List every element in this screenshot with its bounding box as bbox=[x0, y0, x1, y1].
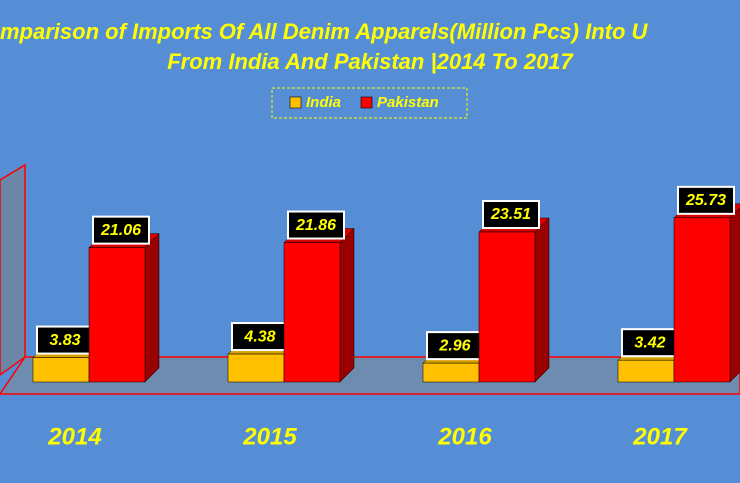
legend-label: India bbox=[306, 94, 341, 111]
bar bbox=[422, 362, 480, 383]
legend-box bbox=[271, 87, 468, 119]
x-tick-label: 2016 bbox=[437, 423, 492, 450]
value-label: 3.42 bbox=[634, 334, 665, 351]
bar bbox=[227, 353, 285, 383]
floor bbox=[0, 356, 740, 395]
value-label: 4.38 bbox=[243, 328, 275, 345]
value-label: 23.51 bbox=[490, 206, 531, 223]
chart-subtitle: From India And Pakistan |2014 To 2017 bbox=[167, 49, 574, 74]
value-label: 21.86 bbox=[295, 217, 336, 234]
legend-swatch bbox=[360, 96, 373, 109]
legend-swatch bbox=[289, 96, 302, 109]
value-label-box bbox=[677, 185, 735, 215]
legend-label: Pakistan bbox=[377, 94, 439, 111]
value-label: 2.96 bbox=[438, 337, 470, 354]
value-label-box bbox=[621, 328, 679, 358]
bar bbox=[673, 217, 731, 383]
bar-side bbox=[534, 217, 550, 383]
x-tick-label: 2015 bbox=[242, 423, 297, 450]
bar bbox=[88, 247, 146, 383]
x-tick-label: 2014 bbox=[47, 423, 101, 450]
value-label-box bbox=[287, 210, 345, 240]
value-label: 3.83 bbox=[49, 332, 80, 349]
bar bbox=[478, 231, 536, 383]
value-label-box bbox=[231, 322, 289, 352]
value-label: 21.06 bbox=[100, 222, 141, 239]
bar bbox=[283, 242, 341, 383]
chart-title: mparison of Imports Of All Denim Apparel… bbox=[0, 19, 649, 44]
value-label: 25.73 bbox=[685, 192, 726, 209]
back-wall bbox=[0, 163, 26, 376]
bar-side bbox=[339, 227, 355, 383]
value-label-box bbox=[92, 215, 150, 245]
bar bbox=[32, 357, 90, 383]
bar-side bbox=[144, 233, 160, 383]
x-tick-label: 2017 bbox=[632, 423, 688, 450]
bar bbox=[617, 359, 675, 383]
bar-side bbox=[729, 207, 740, 383]
value-label-box bbox=[482, 200, 540, 230]
